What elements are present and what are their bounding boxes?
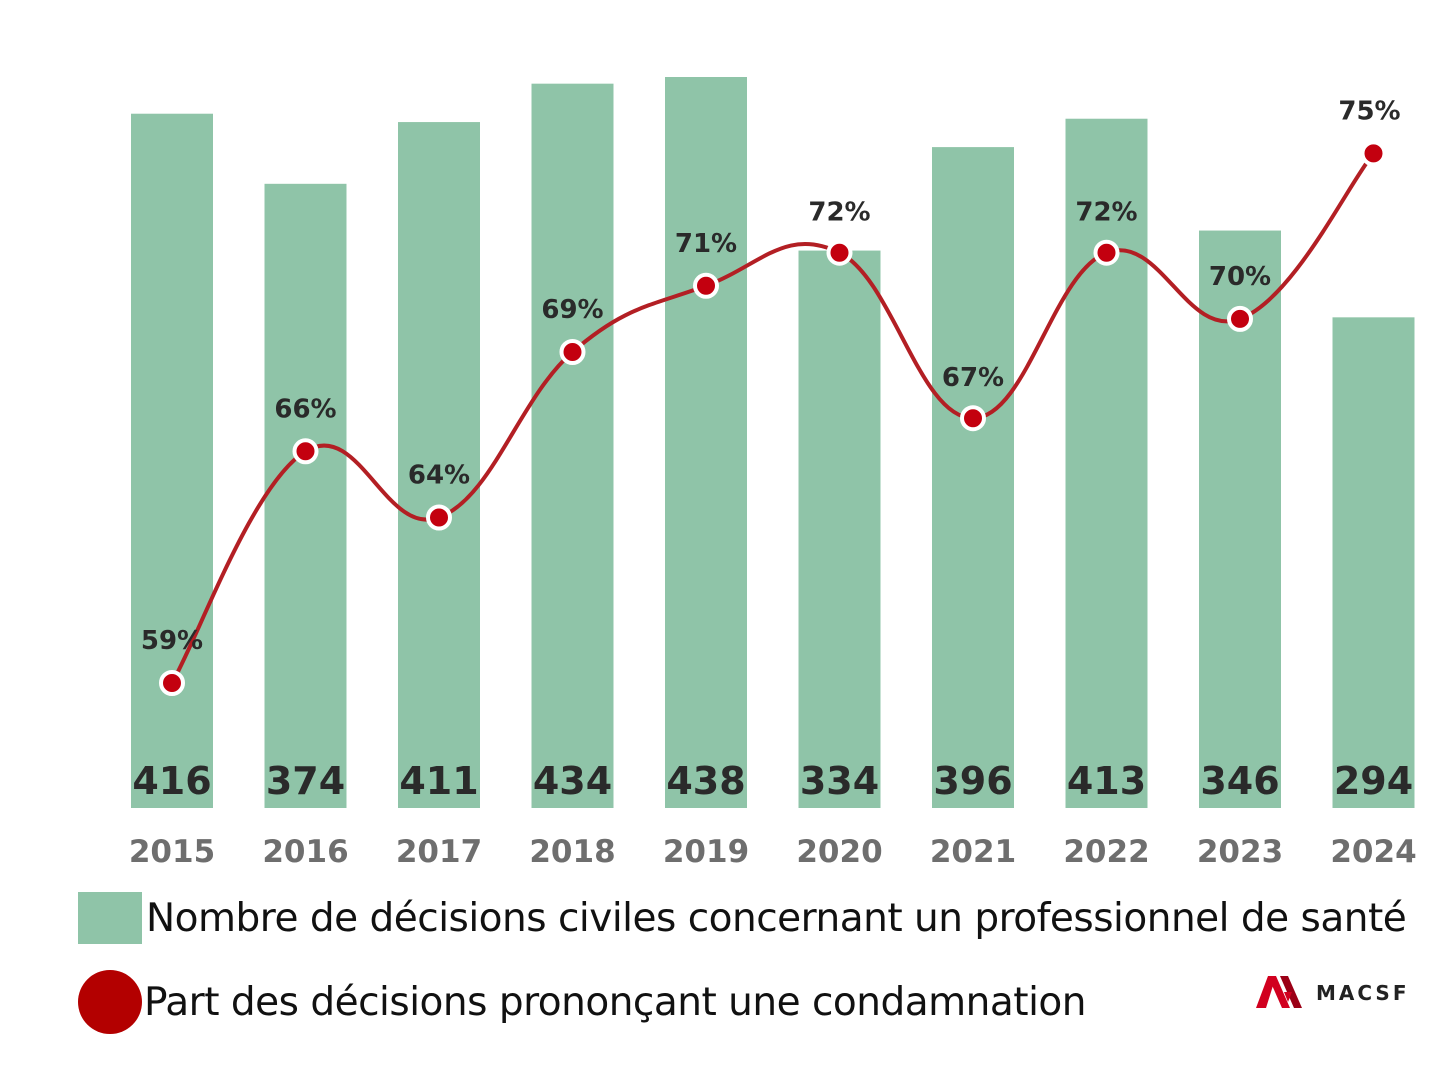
point-label-2018: 69% <box>541 295 603 325</box>
x-tick-label-2016: 2016 <box>262 834 348 870</box>
x-tick-label-2019: 2019 <box>663 834 749 870</box>
point-label-2015: 59% <box>141 626 203 656</box>
x-tick-label-2024: 2024 <box>1330 834 1416 870</box>
bar-value-label-2024: 294 <box>1334 759 1413 803</box>
point-label-2021: 67% <box>942 363 1004 393</box>
macsf-logo-icon <box>1256 976 1302 1008</box>
point-2021 <box>960 405 986 432</box>
x-tick-label-2022: 2022 <box>1063 834 1149 870</box>
point-2023 <box>1227 305 1253 332</box>
point-label-2024: 75% <box>1338 96 1400 126</box>
point-2017 <box>426 504 452 531</box>
bar-2018 <box>531 83 614 809</box>
bar-2024 <box>1332 317 1415 808</box>
point-2016 <box>292 438 319 465</box>
percentage-points <box>159 140 1387 696</box>
point-label-2023: 70% <box>1209 262 1271 292</box>
bar-value-label-2020: 334 <box>800 759 879 803</box>
bar-2019 <box>665 77 747 808</box>
bar-2015 <box>131 113 213 808</box>
bar-value-label-2023: 346 <box>1200 759 1279 803</box>
point-2015 <box>159 670 185 696</box>
bar-2016 <box>264 183 347 808</box>
x-tick-label-2015: 2015 <box>129 834 215 870</box>
bar-value-label-2022: 413 <box>1067 759 1146 803</box>
x-tick-label-2018: 2018 <box>529 834 615 870</box>
percentage-labels: 59% 66% 64% 69% 71% 72% 67% 72% 70% 75% <box>141 96 1401 656</box>
point-label-2019: 71% <box>675 229 737 259</box>
bar-2022 <box>1065 118 1148 808</box>
year-labels: 2015 2016 2017 2018 2019 2020 2021 2022 2023 2024 <box>129 834 1417 870</box>
bar-2017 <box>398 122 480 808</box>
bar-value-label-2016: 374 <box>266 759 345 803</box>
bar-2020 <box>798 250 881 808</box>
macsf-logo: MACSF <box>1256 972 1410 1014</box>
bar-value-label-2017: 411 <box>399 759 478 803</box>
point-label-2022: 72% <box>1075 198 1137 228</box>
macsf-logo-text: MACSF <box>1316 981 1410 1005</box>
x-tick-label-2017: 2017 <box>396 834 482 870</box>
bar-value-label-2019: 438 <box>666 759 745 803</box>
point-2024 <box>1360 140 1387 167</box>
point-label-2020: 72% <box>808 198 870 228</box>
bar-value-label-2021: 396 <box>933 759 1012 803</box>
point-label-2016: 66% <box>274 394 336 424</box>
bar-2021 <box>932 147 1014 808</box>
x-tick-label-2021: 2021 <box>930 834 1016 870</box>
point-2019 <box>693 272 719 299</box>
x-tick-label-2023: 2023 <box>1197 834 1283 870</box>
point-label-2017: 64% <box>408 461 470 491</box>
point-2020 <box>826 239 853 266</box>
point-2022 <box>1093 239 1120 266</box>
x-tick-label-2020: 2020 <box>796 834 882 870</box>
bar-value-label-2018: 434 <box>533 759 612 803</box>
bar-value-labels: 416 374 411 434 438 334 396 413 346 294 <box>132 759 1413 803</box>
point-2018 <box>559 339 586 365</box>
bar-value-label-2015: 416 <box>132 759 211 803</box>
bars-group <box>131 77 1415 809</box>
percentage-line <box>170 152 1376 684</box>
